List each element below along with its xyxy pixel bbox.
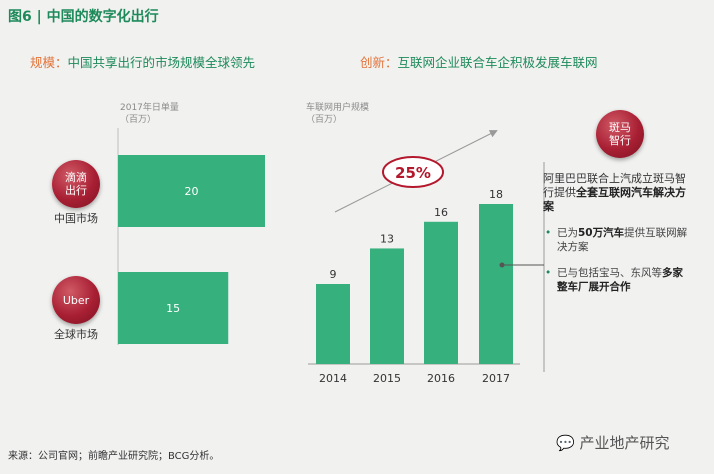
right-header-key: 创新： xyxy=(360,55,398,70)
left-chart-ylabel: 2017年日单量 xyxy=(120,103,179,113)
note-item-2: • 已与包括宝马、东风等多家整车厂展开合作 xyxy=(545,267,683,293)
vbar-value-label-0: 9 xyxy=(330,268,337,281)
bullet-icon: • xyxy=(545,267,552,279)
vbar-value-label-3: 18 xyxy=(489,188,503,201)
figure-title: 图6 | 中国的数字化出行 xyxy=(8,9,159,25)
note-connector-dot xyxy=(499,262,505,268)
wechat-icon: 💬 xyxy=(556,434,575,452)
hbar-value-label-1: 15 xyxy=(166,302,180,315)
x-tick-label-3: 2017 xyxy=(482,372,510,385)
x-tick-label-2: 2016 xyxy=(427,372,455,385)
category-label-china: 中国市场 xyxy=(54,212,98,225)
right-chart-ylabel: 车联网用户规模 xyxy=(306,103,370,113)
x-tick-label-1: 2015 xyxy=(373,372,401,385)
hbar-0 xyxy=(118,155,265,227)
hbar-1 xyxy=(118,272,229,344)
right-chart-bars: 9 2014 13 2015 16 2016 18 2017 xyxy=(316,188,513,385)
uber-logo-badge: Uber xyxy=(52,276,100,324)
right-header-text: 互联网企业联合车企积极发展车联网 xyxy=(397,55,598,70)
left-chart-bars: 2015 xyxy=(118,155,265,344)
right-section-header: 创新：互联网企业联合车企积极发展车联网 xyxy=(360,52,598,71)
left-chart-caption: 2017年日单量 （百万） xyxy=(120,102,179,126)
didi-logo-badge: 滴滴出行 xyxy=(52,160,100,208)
vbar-3 xyxy=(479,204,513,364)
right-chart-unit: （百万） xyxy=(306,115,343,125)
left-chart-unit: （百万） xyxy=(120,115,157,125)
note-headline: 阿里巴巴联合上汽成立斑马智行提供全套互联网汽车解决方案 xyxy=(543,172,686,213)
vbar-value-label-1: 13 xyxy=(380,232,394,245)
left-header-key: 规模： xyxy=(30,55,68,70)
x-tick-label-0: 2014 xyxy=(319,372,347,385)
watermark: 💬 产业地产研究 xyxy=(556,434,670,452)
note-item-1: • 已为50万汽车提供互联网解决方案 xyxy=(545,227,688,253)
left-header-text: 中国共享出行的市场规模全球领先 xyxy=(67,55,256,70)
growth-annotation: 25% xyxy=(395,164,431,182)
vbar-value-label-2: 16 xyxy=(434,206,448,219)
category-label-global: 全球市场 xyxy=(54,328,98,341)
banma-note: 阿里巴巴联合上汽成立斑马智行提供全套互联网汽车解决方案 • 已为50万汽车提供互联… xyxy=(543,172,691,294)
growth-ellipse xyxy=(382,156,444,188)
right-chart-caption: 车联网用户规模 （百万） xyxy=(306,102,369,126)
bullet-icon: • xyxy=(545,227,552,239)
banma-logo-badge: 斑马智行 xyxy=(596,110,644,158)
vbar-1 xyxy=(370,248,404,364)
vbar-2 xyxy=(424,221,458,364)
source-note: 来源：公司官网；前瞻产业研究院；BCG分析。 xyxy=(8,451,220,462)
left-section-header: 规模：中国共享出行的市场规模全球领先 xyxy=(30,52,255,71)
hbar-value-label-0: 20 xyxy=(185,185,199,198)
vbar-0 xyxy=(316,284,350,364)
